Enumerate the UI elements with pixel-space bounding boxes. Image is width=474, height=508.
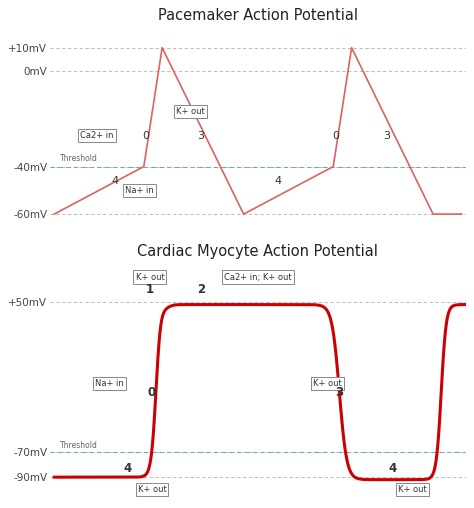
Text: 3: 3 [335, 386, 344, 399]
Text: K+ out: K+ out [176, 107, 205, 116]
Text: 4: 4 [275, 176, 282, 186]
Text: 0: 0 [332, 131, 339, 141]
Text: K+ out: K+ out [398, 485, 427, 494]
Text: 0: 0 [148, 386, 156, 399]
Title: Cardiac Myocyte Action Potential: Cardiac Myocyte Action Potential [137, 244, 378, 259]
Text: 3: 3 [383, 131, 390, 141]
Text: K+ out: K+ out [313, 379, 342, 388]
Text: 3: 3 [197, 131, 204, 141]
Text: 0: 0 [142, 131, 149, 141]
Text: Threshold: Threshold [60, 154, 98, 163]
Text: Na+ in: Na+ in [95, 379, 124, 388]
Text: Na+ in: Na+ in [125, 186, 154, 195]
Text: 4: 4 [112, 176, 119, 186]
Text: 4: 4 [123, 462, 132, 475]
Text: 2: 2 [197, 283, 205, 296]
Text: Threshold: Threshold [60, 441, 98, 450]
Text: 1: 1 [146, 283, 154, 296]
Title: Pacemaker Action Potential: Pacemaker Action Potential [158, 8, 358, 23]
Text: Ca2+ in; K+ out: Ca2+ in; K+ out [224, 273, 292, 281]
Text: K+ out: K+ out [137, 485, 166, 494]
Text: K+ out: K+ out [136, 273, 164, 281]
Text: 4: 4 [388, 462, 396, 475]
Text: Ca2+ in: Ca2+ in [80, 131, 114, 140]
